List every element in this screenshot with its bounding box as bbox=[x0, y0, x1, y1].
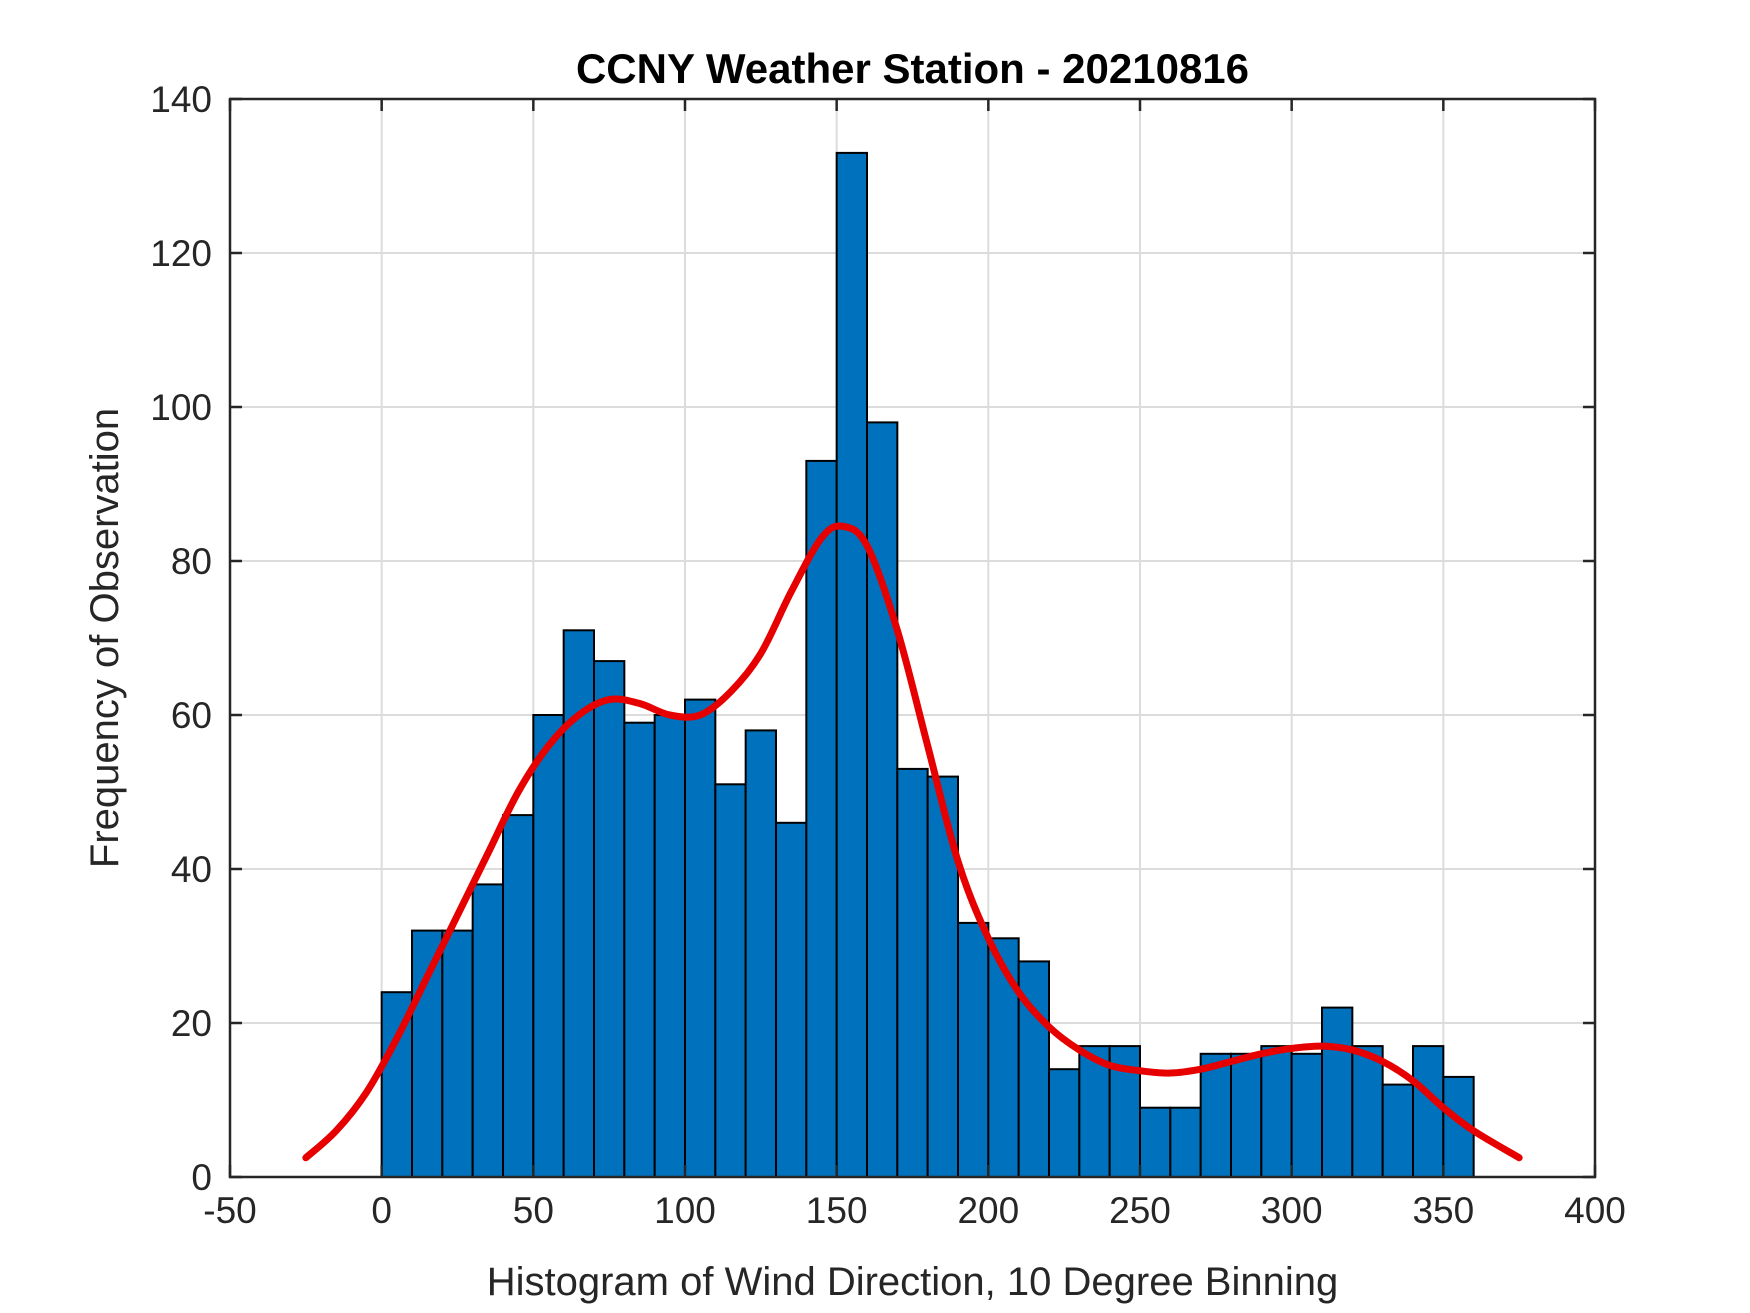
y-tick-label: 40 bbox=[171, 849, 212, 890]
x-tick-label: 400 bbox=[1564, 1190, 1626, 1231]
y-tick-label: 20 bbox=[171, 1003, 212, 1044]
histogram-bar bbox=[1169, 1106, 1202, 1178]
histogram-bar bbox=[1321, 1006, 1354, 1178]
tick-marks bbox=[228, 97, 1597, 1179]
histogram-bar bbox=[1230, 1052, 1263, 1179]
x-tick-label: 0 bbox=[371, 1190, 392, 1231]
histogram-bar bbox=[411, 929, 444, 1178]
histogram-bar bbox=[775, 821, 808, 1178]
histogram-bar bbox=[714, 783, 747, 1178]
histogram-bar bbox=[471, 883, 504, 1179]
y-tick-label: 120 bbox=[150, 233, 212, 274]
histogram-bar bbox=[957, 921, 990, 1179]
chart-title: CCNY Weather Station - 20210816 bbox=[576, 45, 1249, 92]
histogram-bar bbox=[1260, 1045, 1293, 1178]
y-tick-label: 80 bbox=[171, 541, 212, 582]
histogram-bar bbox=[1381, 1083, 1414, 1178]
x-tick-label: 350 bbox=[1412, 1190, 1474, 1231]
y-tick-label: 140 bbox=[150, 79, 212, 120]
x-tick-label: 50 bbox=[513, 1190, 554, 1231]
histogram-bar bbox=[532, 714, 565, 1178]
histogram-bar bbox=[866, 421, 899, 1178]
x-tick-label: 150 bbox=[806, 1190, 868, 1231]
y-tick-label: 60 bbox=[171, 695, 212, 736]
histogram-bar bbox=[623, 721, 656, 1178]
histogram-bar bbox=[896, 767, 929, 1179]
histogram-bar bbox=[805, 459, 838, 1178]
histogram-bar bbox=[1290, 1052, 1323, 1179]
plot-area-frame bbox=[228, 97, 1597, 1179]
x-tick-label: 250 bbox=[1109, 1190, 1171, 1231]
histogram-bar bbox=[684, 698, 717, 1178]
x-axis-label: Histogram of Wind Direction, 10 Degree B… bbox=[487, 1260, 1339, 1304]
fit-curve-layer bbox=[302, 522, 1523, 1162]
y-axis-label: Frequency of Observation bbox=[83, 408, 127, 868]
y-tick-label: 0 bbox=[191, 1157, 212, 1198]
histogram-bar bbox=[441, 929, 474, 1178]
histogram-bar bbox=[593, 660, 626, 1178]
fit-curve-line bbox=[302, 522, 1523, 1162]
histogram-bar bbox=[835, 151, 869, 1178]
y-tick-labels: 0 20 40 60 80 100 120 140 bbox=[150, 79, 212, 1198]
histogram-bar bbox=[1351, 1045, 1384, 1178]
grid-lines bbox=[230, 99, 1595, 1177]
x-tick-label: 300 bbox=[1261, 1190, 1323, 1231]
x-tick-label: 100 bbox=[654, 1190, 716, 1231]
histogram-bar bbox=[1048, 1068, 1081, 1178]
histogram-bar bbox=[502, 814, 535, 1178]
histogram-bar bbox=[1412, 1045, 1445, 1178]
histogram-bar bbox=[1139, 1106, 1172, 1178]
y-tick-label: 100 bbox=[150, 387, 212, 428]
histogram-bar bbox=[744, 729, 778, 1179]
x-tick-labels: -50 0 50 100 150 200 250 300 350 400 bbox=[203, 1190, 1626, 1231]
histogram-bar bbox=[653, 714, 687, 1178]
x-tick-label: -50 bbox=[203, 1190, 256, 1231]
x-tick-label: 200 bbox=[957, 1190, 1019, 1231]
histogram-bar bbox=[1199, 1052, 1232, 1179]
